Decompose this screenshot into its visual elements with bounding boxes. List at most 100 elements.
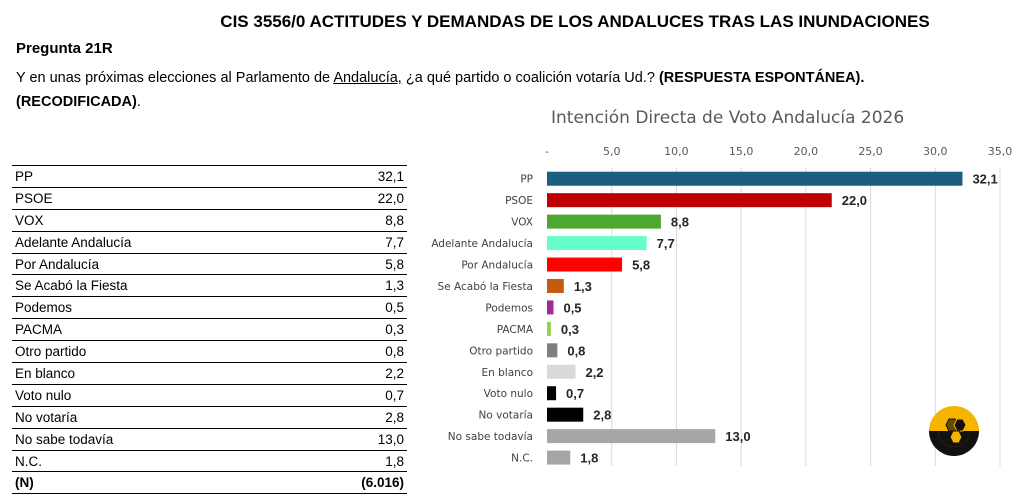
table-row: PSOE 22,0 xyxy=(12,186,407,210)
q-bold2: (RECODIFICADA) xyxy=(16,94,137,110)
table-row: Por Andalucía 5,8 xyxy=(12,252,407,275)
value-cell: 0,3 xyxy=(294,318,407,341)
category-label: No votaría xyxy=(479,410,533,422)
x-tick-label: 20,0 xyxy=(794,145,819,158)
value-cell: 0,8 xyxy=(294,340,407,363)
party-cell: PSOE xyxy=(12,186,295,210)
table-row: En blanco 2,2 xyxy=(12,362,407,385)
category-label: VOX xyxy=(511,217,533,229)
party-cell: N.C. xyxy=(12,449,295,472)
value-cell: 1,3 xyxy=(294,274,407,297)
bar xyxy=(547,300,554,315)
question-text: Y en unas próximas elecciones al Parlame… xyxy=(16,66,936,114)
value-cell: 13,0 xyxy=(294,427,407,451)
q-end: . xyxy=(136,94,141,110)
x-tick-label: 35,0 xyxy=(988,145,1013,158)
data-label: 0,3 xyxy=(561,322,579,337)
total-row: (N) (6.016) xyxy=(12,471,407,495)
colmena-de-datos-logo xyxy=(928,405,980,457)
data-label: 8,8 xyxy=(671,215,689,230)
table-row: Otro partido 0,8 xyxy=(12,340,407,363)
chart-title: Intención Directa de Voto Andalucía 2026 xyxy=(551,108,905,128)
data-label: 5,8 xyxy=(632,258,650,273)
value-cell: 8,8 xyxy=(294,208,407,232)
q-pre: Y en unas próximas elecciones al Parlame… xyxy=(16,70,334,86)
bar xyxy=(547,450,571,465)
x-tick-label: 25,0 xyxy=(858,145,883,158)
bar xyxy=(547,364,576,379)
value-cell: 0,7 xyxy=(294,383,407,407)
category-label: Por Andalucía xyxy=(461,260,533,272)
category-label: Adelante Andalucía xyxy=(431,238,533,250)
value-cell: 1,8 xyxy=(294,449,407,472)
table-row: Voto nulo 0,7 xyxy=(12,383,407,407)
party-cell: No votaría xyxy=(12,405,295,429)
table-row: PP 32,1 xyxy=(12,165,407,188)
q-bold1: (RESPUESTA ESPONTÁNEA). xyxy=(658,70,865,86)
category-label: En blanco xyxy=(482,367,534,379)
bar xyxy=(547,171,963,186)
bar xyxy=(547,386,557,401)
x-tick-label: 5,0 xyxy=(603,145,621,158)
bar xyxy=(547,214,661,229)
table-row: VOX 8,8 xyxy=(12,208,407,232)
bar xyxy=(547,343,558,358)
x-tick-label: 15,0 xyxy=(729,145,754,158)
data-label: 1,3 xyxy=(574,279,592,294)
party-cell: VOX xyxy=(12,208,295,232)
category-label: N.C. xyxy=(511,453,533,465)
table-row: Se Acabó la Fiesta 1,3 xyxy=(12,274,407,297)
bar xyxy=(547,407,584,422)
x-tick-label: 10,0 xyxy=(664,145,689,158)
table-row: Adelante Andalucía 7,7 xyxy=(12,230,407,254)
party-cell: No sabe todavía xyxy=(12,427,295,451)
bar xyxy=(547,321,551,336)
value-cell: 32,1 xyxy=(294,165,407,188)
value-cell: 5,8 xyxy=(294,252,407,275)
party-cell: Voto nulo xyxy=(12,383,295,407)
bar xyxy=(547,193,832,208)
data-label: 2,8 xyxy=(593,408,611,423)
table-row: N.C. 1,8 xyxy=(12,449,407,472)
data-label: 2,2 xyxy=(585,365,603,380)
table-row: No sabe todavía 13,0 xyxy=(12,427,407,451)
data-label: 0,8 xyxy=(567,343,585,358)
bar xyxy=(547,236,647,251)
data-label: 22,0 xyxy=(842,193,867,208)
category-label: PSOE xyxy=(505,195,533,207)
party-cell: Por Andalucía xyxy=(12,252,295,275)
party-cell: Se Acabó la Fiesta xyxy=(12,274,295,297)
results-table: PP 32,1 PSOE 22,0 VOX 8,8 Adelante Andalucía 7,… xyxy=(12,165,407,495)
value-cell: 0,5 xyxy=(294,296,407,319)
data-label: 0,5 xyxy=(563,300,581,315)
x-tick-label: - xyxy=(545,145,549,158)
category-label: Voto nulo xyxy=(484,388,533,400)
page-title: CIS 3556/0 ACTITUDES Y DEMANDAS DE LOS A… xyxy=(220,12,930,31)
category-label: PP xyxy=(520,174,533,186)
category-label: PACMA xyxy=(497,324,534,336)
party-cell: PP xyxy=(12,165,295,188)
category-label: Otro partido xyxy=(469,345,533,357)
data-label: 13,0 xyxy=(725,429,750,444)
value-cell: 22,0 xyxy=(294,186,407,210)
party-cell: Otro partido xyxy=(12,340,295,363)
total-value: (6.016) xyxy=(294,471,407,495)
data-label: 7,7 xyxy=(657,236,675,251)
q-mid: ¿a qué partido o coalición votaría Ud.? xyxy=(401,70,659,86)
bar xyxy=(547,278,564,293)
bar xyxy=(547,429,716,444)
bar xyxy=(547,257,623,272)
value-cell: 2,8 xyxy=(294,405,407,429)
category-label: No sabe todavía xyxy=(448,431,533,443)
table-row: No votaría 2,8 xyxy=(12,405,407,429)
table-row: PACMA 0,3 xyxy=(12,318,407,341)
party-cell: En blanco xyxy=(12,362,295,385)
data-label: 0,7 xyxy=(566,386,584,401)
total-label: (N) xyxy=(12,471,295,495)
value-cell: 7,7 xyxy=(294,230,407,254)
party-cell: Podemos xyxy=(12,296,295,319)
category-label: Se Acabó la Fiesta xyxy=(438,281,533,293)
party-cell: Adelante Andalucía xyxy=(12,230,295,254)
party-cell: PACMA xyxy=(12,318,295,341)
